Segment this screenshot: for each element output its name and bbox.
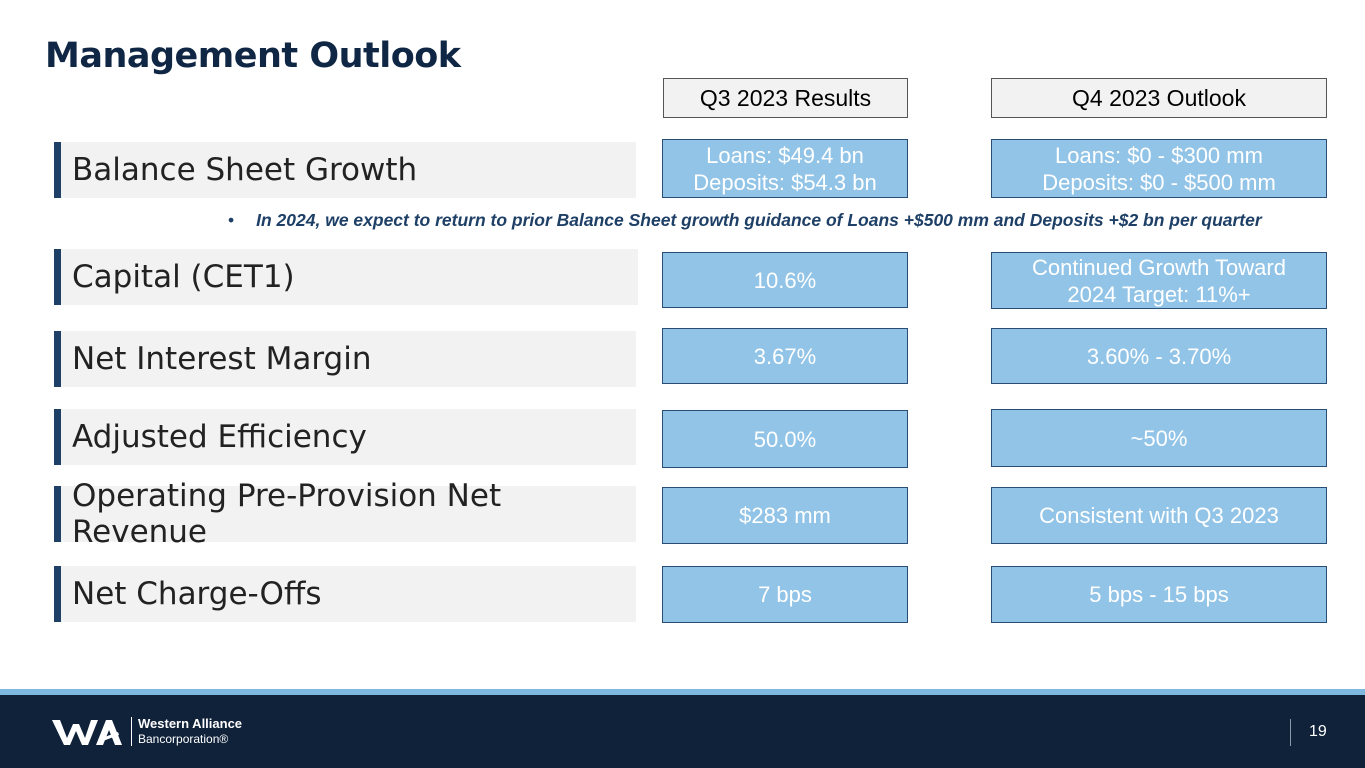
row-label-operating-ppnr: Operating Pre-Provision Net Revenue	[54, 478, 636, 550]
row-label-net-charge-offs: Net Charge-Offs	[54, 566, 636, 622]
cell-q4-capital: Continued Growth Toward 2024 Target: 11%…	[991, 252, 1327, 309]
footer-bar	[0, 695, 1365, 768]
company-subtitle: Bancorporation®	[138, 732, 229, 746]
cell-q4-operating-ppnr: Consistent with Q3 2023	[991, 487, 1327, 544]
cell-q4-net-charge-offs: 5 bps - 15 bps	[991, 566, 1327, 623]
cell-q4-deposits: Deposits: $0 - $500 mm	[1042, 169, 1276, 195]
cell-q3-deposits: Deposits: $54.3 bn	[693, 169, 877, 195]
cell-q3-capital: 10.6%	[662, 252, 908, 308]
cell-q4-adjusted-efficiency: ~50%	[991, 409, 1327, 467]
cell-q4-capital-line1: Continued Growth Toward	[1032, 254, 1286, 280]
cell-q3-balance-sheet: Loans: $49.4 bn Deposits: $54.3 bn	[662, 139, 908, 198]
cell-q3-operating-ppnr: $283 mm	[662, 487, 908, 544]
cell-q4-balance-sheet: Loans: $0 - $300 mm Deposits: $0 - $500 …	[991, 139, 1327, 198]
cell-q4-capital-line2: 2024 Target: 11%+	[1067, 281, 1251, 307]
row-label-net-interest-margin: Net Interest Margin	[54, 331, 636, 387]
page-title: Management Outlook	[45, 36, 461, 76]
balance-sheet-note: • In 2024, we expect to return to prior B…	[228, 210, 1262, 231]
cell-q3-net-interest-margin: 3.67%	[662, 328, 908, 384]
page-number-divider	[1290, 719, 1291, 746]
cell-q4-loans: Loans: $0 - $300 mm	[1055, 142, 1263, 168]
cell-q3-net-charge-offs: 7 bps	[662, 566, 908, 623]
row-label-adjusted-efficiency: Adjusted Efficiency	[54, 409, 636, 465]
logo-divider	[131, 717, 132, 746]
company-name: Western Alliance	[138, 716, 243, 731]
cell-q4-net-interest-margin: 3.60% - 3.70%	[991, 328, 1327, 384]
western-alliance-logo-icon	[52, 720, 122, 745]
footer-stripe	[0, 689, 1365, 695]
note-text: In 2024, we expect to return to prior Ba…	[256, 210, 1262, 230]
row-label-capital: Capital (CET1)	[54, 249, 638, 305]
column-header-q3: Q3 2023 Results	[663, 78, 908, 118]
bullet-icon: •	[228, 210, 235, 230]
row-label-balance-sheet-growth: Balance Sheet Growth	[54, 142, 636, 198]
column-header-q4: Q4 2023 Outlook	[991, 78, 1327, 118]
page-number: 19	[1309, 723, 1327, 740]
cell-q3-loans: Loans: $49.4 bn	[706, 142, 864, 168]
cell-q3-adjusted-efficiency: 50.0%	[662, 410, 908, 468]
